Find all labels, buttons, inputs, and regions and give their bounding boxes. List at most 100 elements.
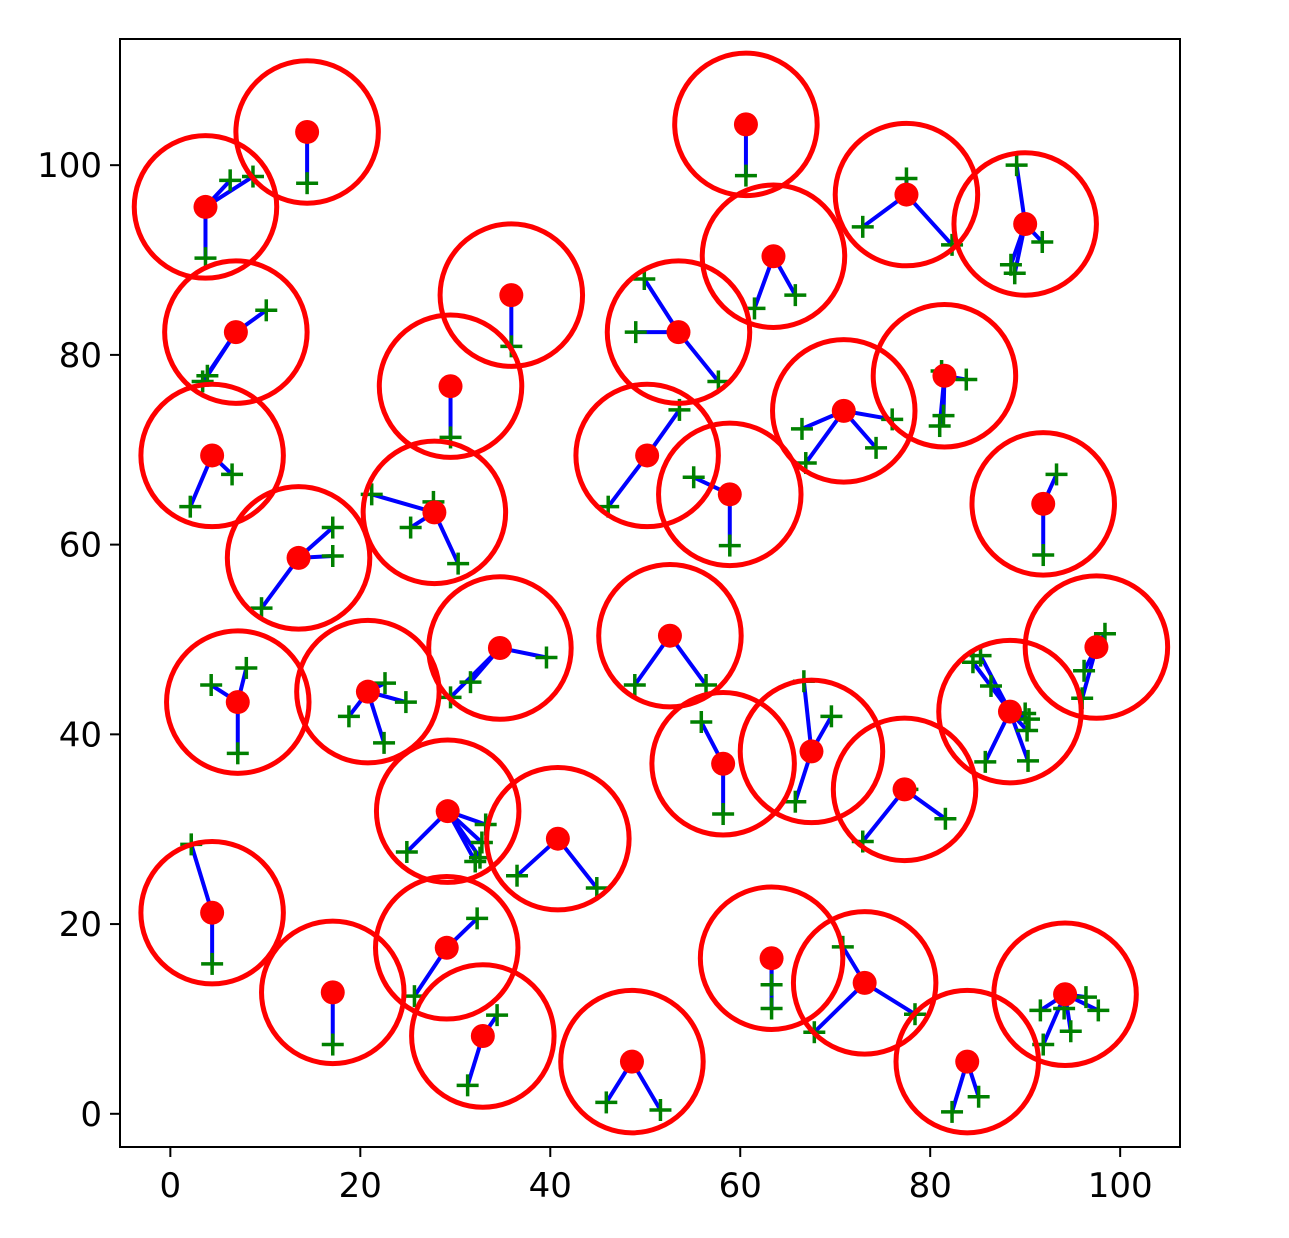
user-marker bbox=[1003, 262, 1026, 285]
coverage-circle bbox=[699, 182, 848, 330]
coverage-circle bbox=[969, 430, 1117, 578]
user-marker bbox=[649, 1099, 672, 1122]
user-marker bbox=[690, 711, 713, 734]
coverage-circle bbox=[484, 764, 632, 913]
x-tick-label: 20 bbox=[339, 1166, 382, 1206]
x-tick-label: 0 bbox=[160, 1166, 182, 1206]
coverage-circle bbox=[697, 884, 846, 1032]
center-point bbox=[200, 443, 225, 468]
user-marker bbox=[250, 597, 273, 620]
coverage-circle bbox=[672, 50, 820, 199]
user-marker bbox=[682, 466, 705, 489]
center-point bbox=[892, 777, 917, 802]
center-point bbox=[733, 112, 758, 137]
center-point bbox=[320, 980, 345, 1005]
coverage-circle bbox=[259, 918, 407, 1067]
coverage-circle bbox=[558, 987, 706, 1136]
user-marker bbox=[535, 646, 558, 669]
user-marker bbox=[296, 172, 319, 195]
user-marker bbox=[851, 215, 874, 238]
coverage-circle bbox=[936, 637, 1084, 786]
center-point bbox=[223, 320, 248, 345]
x-tick-label: 40 bbox=[529, 1166, 572, 1206]
center-point bbox=[225, 690, 250, 715]
user-marker bbox=[447, 552, 470, 575]
user-marker bbox=[734, 164, 757, 187]
x-axis: 0 20 40 60 80 100 bbox=[160, 1147, 1153, 1206]
center-point bbox=[286, 545, 311, 570]
user-marker bbox=[1032, 544, 1055, 567]
user-marker bbox=[226, 742, 249, 765]
coverage-circle bbox=[596, 561, 744, 710]
user-marker bbox=[712, 803, 735, 826]
user-marker bbox=[1087, 999, 1110, 1022]
center-point bbox=[200, 900, 225, 925]
user-marker bbox=[1017, 708, 1040, 731]
y-tick-label: 20 bbox=[59, 905, 102, 945]
coverage-circle bbox=[360, 438, 509, 587]
user-marker bbox=[235, 656, 258, 679]
user-marker bbox=[456, 1074, 479, 1097]
coverage-circle bbox=[162, 258, 310, 406]
center-point bbox=[955, 1049, 980, 1074]
user-marker bbox=[760, 973, 783, 996]
user-marker bbox=[179, 495, 202, 518]
user-marker bbox=[201, 952, 224, 975]
y-tick-label: 40 bbox=[59, 715, 102, 755]
user-marker bbox=[459, 671, 482, 694]
coverage-circle bbox=[376, 312, 525, 460]
coverage-circle bbox=[437, 221, 586, 369]
coverage-circle bbox=[604, 258, 753, 406]
user-marker bbox=[955, 368, 978, 391]
center-point bbox=[619, 1049, 644, 1074]
user-marker bbox=[191, 370, 214, 393]
y-tick-label: 80 bbox=[59, 336, 102, 376]
y-axis: 0 20 40 60 80 100 bbox=[37, 146, 120, 1135]
coverage-circle bbox=[870, 302, 1019, 450]
user-marker bbox=[865, 436, 888, 459]
center-point bbox=[545, 826, 570, 851]
coverage-circle bbox=[164, 628, 312, 776]
user-marker bbox=[255, 299, 278, 322]
center-point bbox=[355, 679, 380, 704]
center-point bbox=[997, 699, 1022, 724]
user-marker bbox=[1031, 231, 1054, 254]
center-point bbox=[657, 623, 682, 648]
coverage-circle bbox=[737, 677, 886, 826]
center-point bbox=[1084, 635, 1109, 660]
center-point bbox=[759, 946, 784, 971]
user-marker bbox=[464, 850, 487, 873]
user-marker bbox=[486, 1004, 509, 1027]
coverage-circle bbox=[770, 337, 918, 485]
center-point bbox=[1013, 211, 1038, 236]
center-point bbox=[435, 799, 460, 824]
center-point bbox=[422, 500, 447, 525]
center-point bbox=[894, 182, 919, 207]
center-point bbox=[761, 244, 786, 269]
user-marker bbox=[221, 463, 244, 486]
user-marker bbox=[374, 672, 396, 695]
center-point bbox=[1031, 491, 1056, 516]
coverage-circle bbox=[649, 690, 797, 838]
coverage-circle bbox=[790, 909, 939, 1057]
coverage-circle bbox=[224, 484, 373, 632]
x-tick-label: 60 bbox=[719, 1166, 762, 1206]
user-marker bbox=[1005, 154, 1028, 177]
coverage-circle bbox=[138, 838, 286, 987]
user-marker bbox=[928, 415, 951, 438]
user-marker bbox=[1074, 986, 1097, 1009]
user-marker bbox=[373, 731, 396, 754]
user-marker bbox=[1017, 749, 1040, 772]
x-tick-label: 100 bbox=[1088, 1166, 1153, 1206]
x-tick-label: 80 bbox=[909, 1166, 952, 1206]
user-marker bbox=[979, 674, 1002, 697]
center-point bbox=[831, 398, 856, 423]
user-marker bbox=[941, 1100, 964, 1123]
center-point bbox=[470, 1024, 495, 1049]
y-tick-label: 60 bbox=[59, 526, 102, 566]
coverage-circle bbox=[373, 874, 521, 1022]
user-marker bbox=[784, 790, 807, 813]
center-point bbox=[487, 636, 512, 661]
